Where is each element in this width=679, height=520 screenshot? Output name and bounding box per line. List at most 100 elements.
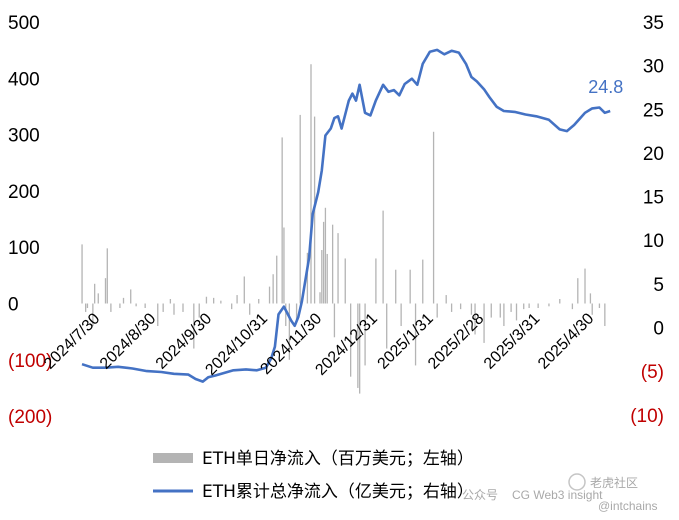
flow-bar [459,303,462,310]
flow-bar [523,303,525,310]
flow-bar [144,303,146,308]
right-tick-label: 20 [643,144,664,165]
flow-bar [322,221,325,304]
left-axis-ticks: 500 400 300 200 100 0 (100) (200) [8,13,52,428]
flow-bar [169,299,172,304]
flow-bar [319,292,321,304]
legend-bar-swatch [153,453,193,463]
flow-bar [382,210,384,304]
tiger-logo-icon [568,473,586,491]
flow-bar [510,303,512,312]
right-tick-label: (10) [630,406,664,427]
flow-bar [213,297,215,304]
left-tick-label: (100) [8,351,52,372]
flow-bar [331,224,334,304]
left-tick-label: 400 [8,69,40,90]
flow-bar [350,303,352,377]
flow-bar [243,276,245,304]
flow-bar [409,269,411,304]
left-tick-label: 100 [8,238,40,259]
x-date-label: 2025/3/31 [481,310,543,372]
flow-bar [119,303,121,308]
flow-bar [193,303,195,349]
flow-bar [106,248,108,304]
flow-bar [515,303,518,321]
flow-bar [104,278,107,304]
left-tick-label: 300 [8,126,40,147]
flow-bar [157,303,159,327]
flow-bar [110,303,112,312]
flow-bar [445,295,447,304]
flow-bar [577,278,579,304]
flow-bar [584,268,586,304]
right-axis-ticks: 35 30 25 20 15 10 5 0 (5) (10) [630,13,664,427]
watermark: 公众号 CG Web3 insight 老虎社区 @intchains [462,473,658,513]
flow-bar [395,269,397,304]
flow-bar [537,303,539,308]
flow-bar [268,286,271,304]
flow-bar [499,303,501,318]
flow-bar [326,253,328,304]
flow-bar [490,303,492,318]
flow-bar [422,259,424,304]
flow-bar [528,303,530,308]
flow-bar [85,303,87,312]
left-tick-label: 0 [8,295,19,316]
flow-bar [162,303,164,312]
flow-bar [272,274,274,304]
flow-bar [81,244,83,304]
legend-bar-label: ETH单日净流入（百万美元；左轴） [202,449,474,469]
flow-bar [571,303,574,310]
right-tick-label: 25 [643,100,664,121]
flow-bar [306,252,309,304]
flow-bar [357,303,359,388]
flow-bar [414,303,417,366]
flow-bar [474,303,476,335]
flow-bar [276,255,278,304]
flow-bar [288,303,291,360]
left-tick-label: 500 [8,13,40,34]
right-tick-label: 5 [653,275,664,296]
flow-bar [92,303,94,327]
flow-bar [173,303,175,315]
flow-bar [344,258,346,304]
flow-bar [359,303,361,394]
flow-bar [375,258,377,304]
flow-bar [559,299,561,304]
flow-bar [205,296,208,304]
flow-bar [236,295,238,304]
x-date-label: 2024/8/30 [97,310,159,372]
flow-bar [299,114,301,304]
flow-bar [470,303,473,315]
flow-bar [285,303,287,327]
watermark-account-prefix: 公众号 [462,488,498,502]
cumulative-flow-line [81,48,611,383]
flow-bar [400,303,402,327]
flow-bar [231,303,233,310]
flow-bar [310,64,312,304]
flow-bar [321,250,323,304]
flow-bar [130,289,132,304]
flow-bar [364,303,366,366]
right-tick-label: 10 [643,231,664,252]
flow-bar [281,137,283,304]
flow-bar [591,303,593,315]
flow-bar [135,303,137,307]
flow-bar [589,293,592,304]
flow-bar [386,303,388,349]
flow-bar [86,303,89,308]
flow-bar [436,303,438,318]
right-tick-label: 15 [643,188,664,209]
flow-bar [182,303,184,312]
flow-bar [97,293,99,304]
right-tick-label: 30 [643,57,664,78]
flow-bar [333,303,336,338]
x-date-label: 2025/2/28 [425,310,487,372]
right-tick-label: 35 [643,13,664,34]
watermark-account-name: CG Web3 insight [512,488,603,502]
flow-bar [604,303,606,327]
flow-bar [324,207,327,304]
legend-line-label: ETH累计总净流入（亿美元；右轴） [202,482,474,502]
flow-bar [503,303,505,327]
